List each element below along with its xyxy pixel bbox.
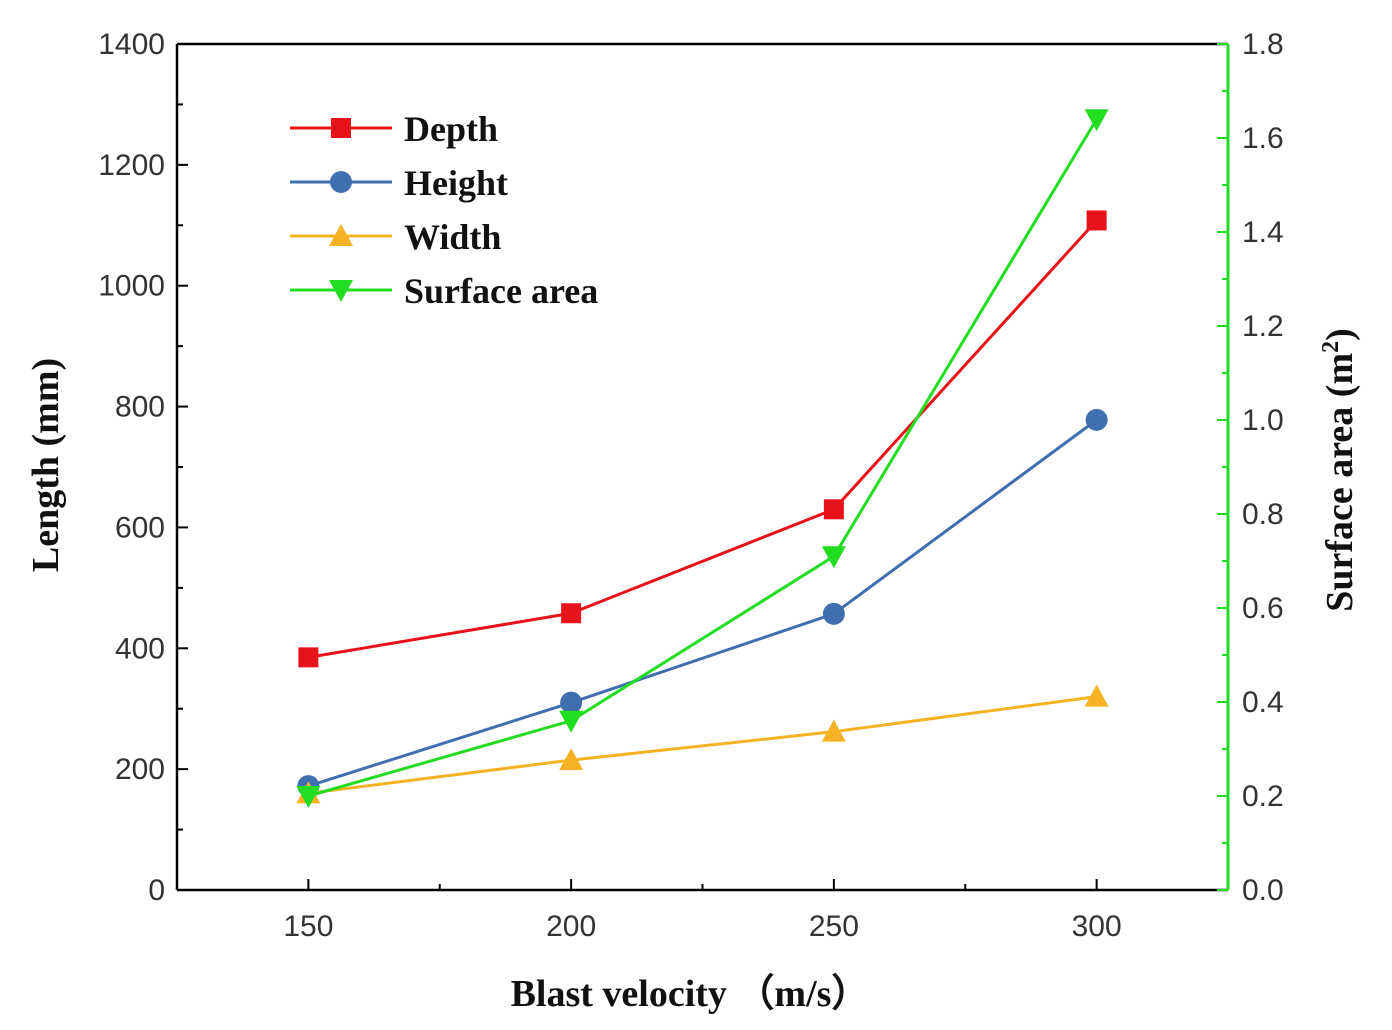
y-right-tick-label: 0.2 <box>1242 780 1284 813</box>
y-right-tick-label: 1.4 <box>1242 216 1284 249</box>
data-point-surface-area <box>296 786 321 808</box>
legend-marker-depth <box>331 118 351 138</box>
y-left-tick-label: 1400 <box>98 28 165 61</box>
legend-marker-height <box>330 171 352 193</box>
y-right-tick-label: 0.8 <box>1242 498 1284 531</box>
y-left-tick-label: 0 <box>148 874 165 907</box>
legend-label-height: Height <box>404 163 508 203</box>
data-point-width <box>559 748 584 771</box>
data-point-height <box>1085 408 1108 431</box>
y-right-tick-label: 1.6 <box>1242 122 1284 155</box>
legend-label-width: Width <box>404 217 501 257</box>
y-right-tick-label: 0.0 <box>1242 874 1284 907</box>
x-tick-label: 150 <box>283 910 333 943</box>
series-line-surface-area <box>307 118 1098 798</box>
legend-label-depth: Depth <box>404 109 498 149</box>
x-tick-label: 200 <box>546 910 596 943</box>
y-right-tick-label: 0.4 <box>1242 686 1284 719</box>
axes-layer: 0 200 400 600 800 1000 1200 1400 0.0 0.2 0.4 0.6 0.8… <box>98 28 1283 943</box>
series-layer <box>296 109 1109 808</box>
data-point-depth <box>1086 210 1107 231</box>
series-line-width <box>308 695 1097 795</box>
legend-marker-width <box>329 224 353 246</box>
y-left-tick-label: 1000 <box>98 270 165 303</box>
data-point-surface-area <box>821 546 846 569</box>
y-right-tick-label: 1.2 <box>1242 310 1284 343</box>
legend: Depth Height Width Surface area <box>290 109 598 311</box>
y-left-tick-label: 200 <box>115 753 165 786</box>
y-axis-left-title: Length (mm) <box>25 358 67 572</box>
y-axis-right-title-main: Surface area (m <box>1319 353 1361 612</box>
series-line-depth <box>308 219 1098 659</box>
y-axis-right-title-sup: 2 <box>1318 341 1344 353</box>
data-point-height <box>560 691 583 714</box>
y-right-tick-label: 0.6 <box>1242 592 1284 625</box>
y-right-tick-label: 1.0 <box>1242 404 1284 437</box>
series-line-height <box>307 418 1098 788</box>
data-point-depth <box>823 499 844 520</box>
legend-label-surface-area: Surface area <box>404 271 598 311</box>
y-axis-right-title-close: ) <box>1319 328 1361 341</box>
x-axis-title: Blast velocity （m/s） <box>511 973 870 1015</box>
x-tick-label: 300 <box>1072 910 1122 943</box>
legend-marker-surface-area <box>329 280 353 302</box>
data-point-depth <box>298 647 319 668</box>
data-point-depth <box>561 603 582 624</box>
y-right-tick-label: 1.8 <box>1242 28 1284 61</box>
y-axis-right-title: Surface area (m2) <box>1318 328 1361 612</box>
data-point-surface-area <box>1084 109 1109 132</box>
y-left-tick-label: 800 <box>115 391 165 424</box>
x-tick-label: 250 <box>809 910 859 943</box>
y-left-tick-label: 600 <box>115 511 165 544</box>
y-left-tick-label: 1200 <box>98 149 165 182</box>
y-left-tick-label: 400 <box>115 632 165 665</box>
data-point-surface-area <box>559 710 584 733</box>
data-point-width <box>1084 684 1109 707</box>
data-point-height <box>822 602 845 625</box>
data-point-width <box>821 719 846 742</box>
